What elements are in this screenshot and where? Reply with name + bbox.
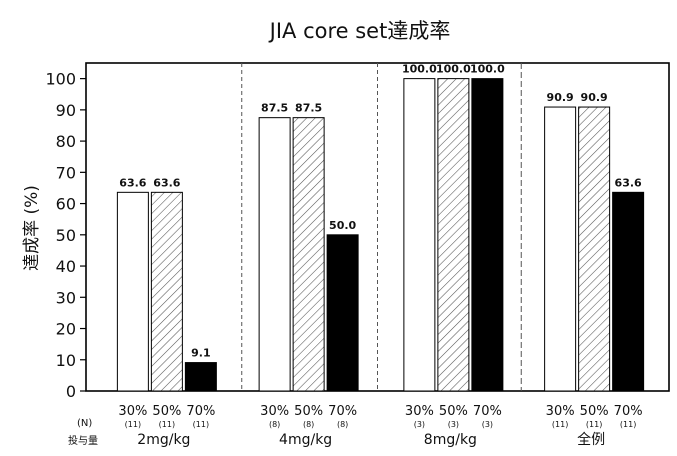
bar	[258, 117, 291, 392]
bars-layer	[116, 78, 645, 392]
x-tick-label-n: (3)	[482, 420, 493, 429]
x-tick-label-n: (3)	[414, 420, 425, 429]
x-tick-label-percent: 50%	[152, 404, 181, 419]
bar-value-label: 87.5	[295, 102, 322, 115]
x-tick-label-n: (11)	[620, 420, 636, 429]
bar-value-label: 87.5	[261, 102, 288, 115]
group-label: 8mg/kg	[424, 432, 477, 448]
bar	[184, 362, 217, 392]
y-tick-label: 60	[56, 195, 76, 214]
x-tick-label-n: (11)	[159, 420, 175, 429]
y-tick-label: 70	[56, 163, 76, 182]
x-tick-label-percent: 70%	[614, 404, 643, 419]
bar	[326, 234, 359, 392]
bar-value-label: 63.6	[119, 176, 146, 189]
y-tick-label: 20	[56, 320, 76, 339]
x-tick-label-percent: 30%	[118, 404, 147, 419]
bar-value-label: 100.0	[470, 63, 505, 76]
bar-value-label: 63.6	[615, 176, 642, 189]
bar	[150, 191, 183, 392]
bar	[116, 191, 149, 392]
row-label-dose: 投与量	[68, 434, 98, 447]
x-tick-label-n: (3)	[448, 420, 459, 429]
x-tick-label-percent: 50%	[294, 404, 323, 419]
x-tick-label-percent: 30%	[405, 404, 434, 419]
labels-layer: 63.630%(11)63.650%(11)9.170%(11)2mg/kg87…	[68, 63, 643, 448]
x-tick-label-percent: 30%	[260, 404, 289, 419]
y-tick-label: 10	[56, 351, 76, 370]
y-tick-label: 80	[56, 132, 76, 151]
bar	[403, 78, 436, 392]
bar	[437, 78, 470, 392]
x-tick-label-n: (11)	[552, 420, 568, 429]
y-tick-label: 100	[45, 70, 76, 89]
bar-value-label: 9.1	[191, 347, 211, 360]
x-tick-label-percent: 50%	[580, 404, 609, 419]
x-tick-label-percent: 30%	[546, 404, 575, 419]
y-tick-label: 90	[56, 101, 76, 120]
bar	[544, 106, 577, 392]
y-tick-label: 40	[56, 257, 76, 276]
bar	[471, 78, 504, 392]
y-axis-label: 達成率 (%)	[22, 185, 42, 271]
x-tick-label-n: (11)	[193, 420, 209, 429]
y-tick-label: 0	[66, 382, 76, 401]
bar-value-label: 90.9	[581, 91, 608, 104]
group-label: 4mg/kg	[279, 432, 332, 448]
axis-layer: 0 10 20 30 40 50 60 70 80 90 100	[45, 62, 670, 401]
y-tick-label: 50	[56, 226, 76, 245]
bar-value-label: 50.0	[329, 219, 356, 232]
bar	[578, 106, 611, 392]
y-tick-label: 30	[56, 288, 76, 307]
bar-value-label: 100.0	[436, 63, 471, 76]
x-tick-label-percent: 50%	[439, 404, 468, 419]
x-tick-label-percent: 70%	[473, 404, 502, 419]
x-tick-label-n: (11)	[125, 420, 141, 429]
x-tick-label-n: (11)	[586, 420, 602, 429]
group-label: 2mg/kg	[137, 432, 190, 448]
x-tick-label-n: (8)	[337, 420, 348, 429]
bar-value-label: 100.0	[402, 63, 437, 76]
bar-value-label: 90.9	[547, 91, 574, 104]
x-tick-label-n: (8)	[269, 420, 280, 429]
chart-title: JIA core set達成率	[268, 19, 451, 43]
x-tick-label-n: (8)	[303, 420, 314, 429]
x-tick-label-percent: 70%	[186, 404, 215, 419]
row-label-n: (N)	[77, 418, 92, 429]
group-label: 全例	[577, 431, 605, 448]
bar	[292, 117, 325, 392]
bar	[612, 191, 645, 392]
x-tick-label-percent: 70%	[328, 404, 357, 419]
bar-value-label: 63.6	[153, 176, 180, 189]
